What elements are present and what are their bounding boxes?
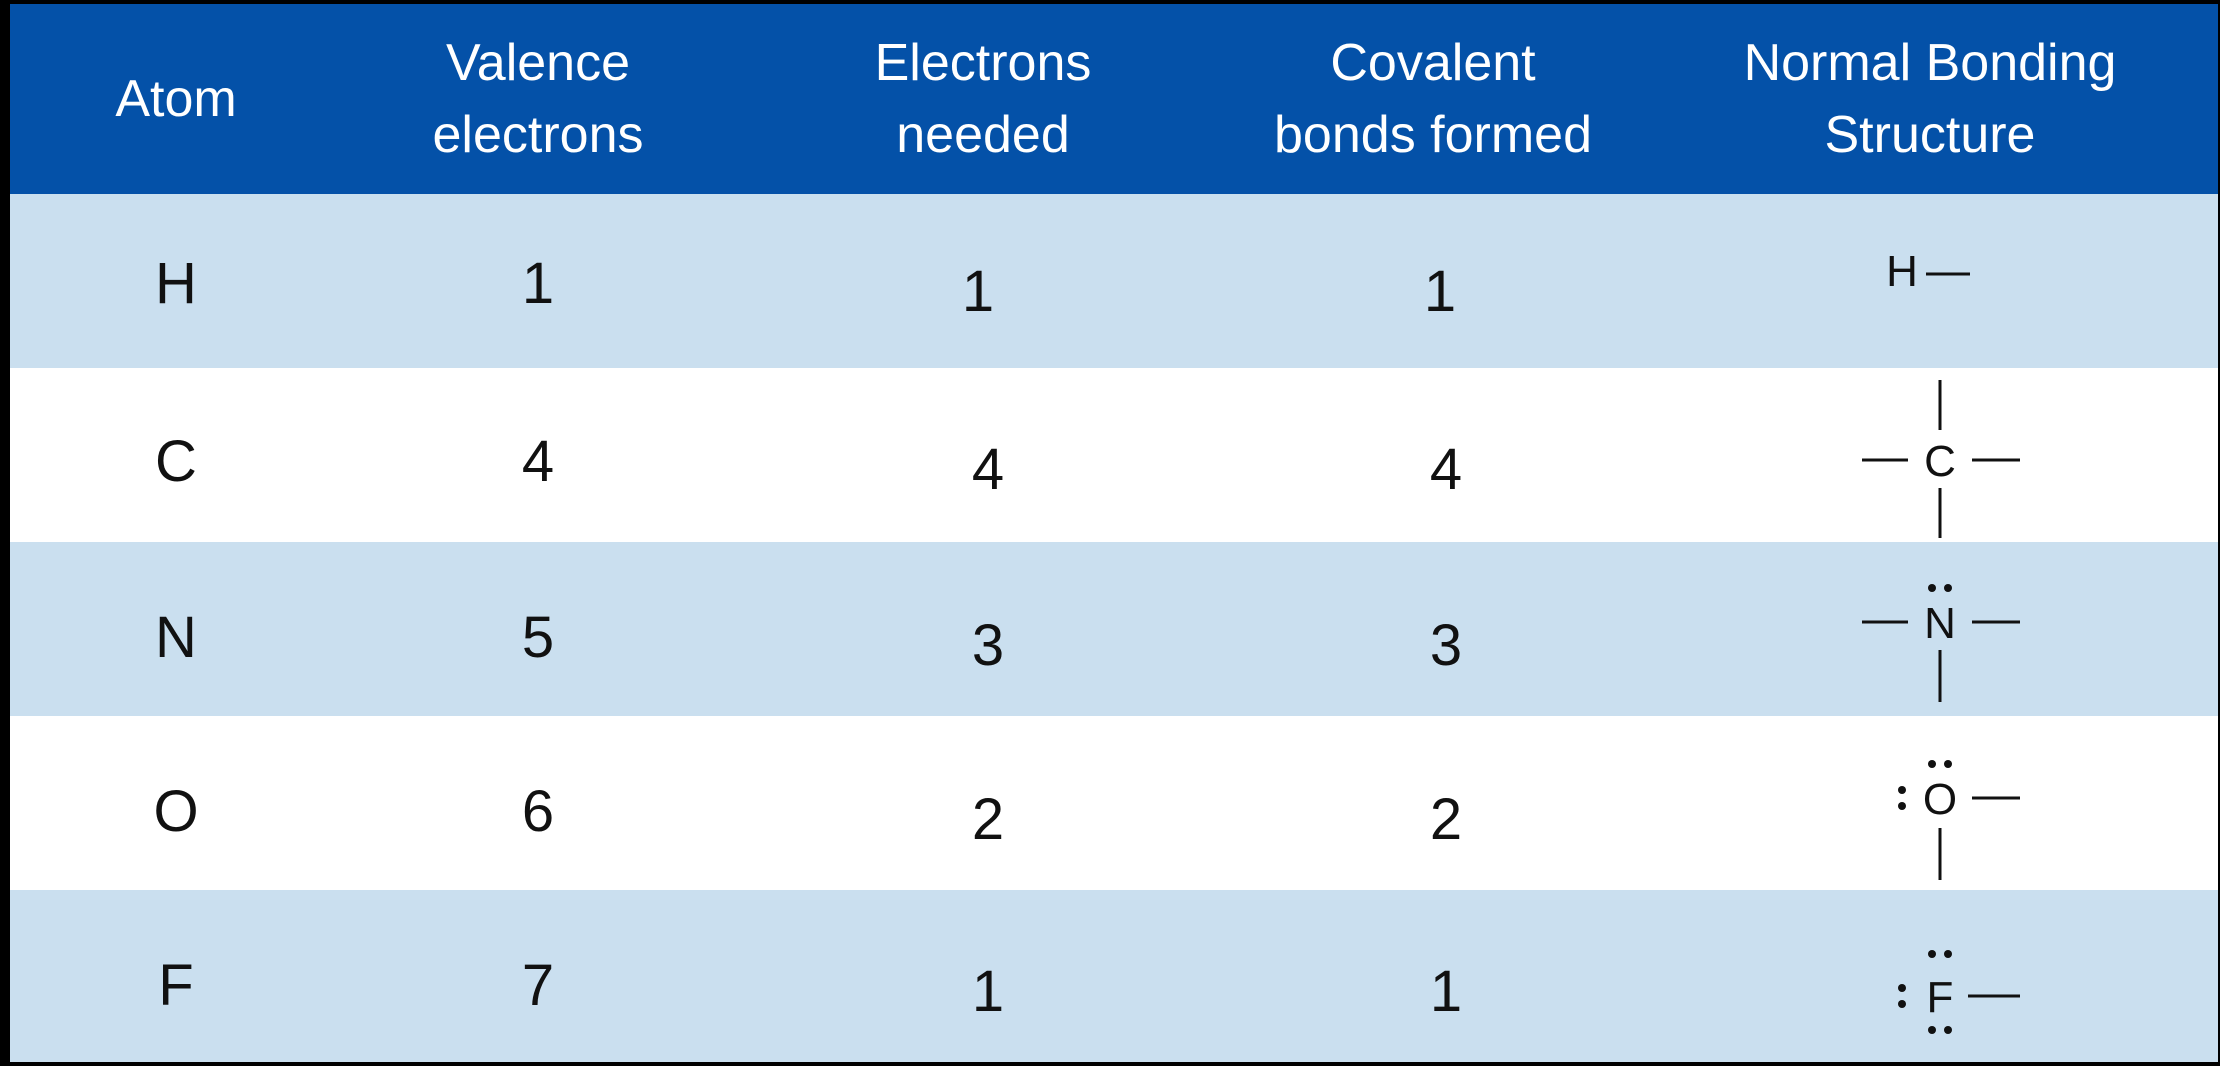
structure-n-symbol: N	[1924, 599, 1956, 648]
structure-c-symbol: C	[1924, 437, 1956, 486]
lone-pair-dot	[1928, 1026, 1936, 1034]
structure-o: O	[1862, 716, 2022, 890]
lone-pair-dot	[1944, 584, 1952, 592]
lone-pair-dot	[1928, 584, 1936, 592]
header-atom-label: Atom	[115, 70, 237, 128]
lone-pair-dot	[1944, 950, 1952, 958]
structure-n: N	[1862, 542, 2022, 716]
cell-atom: F	[158, 953, 194, 1018]
structure-h: H	[1862, 194, 2022, 368]
header-atom: Atom	[115, 4, 236, 194]
structure-o-symbol: O	[1923, 775, 1957, 824]
header-bonding-structure: Normal Bonding Structure	[1744, 4, 2117, 194]
lone-pair-dot	[1928, 760, 1936, 768]
table-row-n: N 5 3 3 N	[10, 542, 2218, 716]
table-row-c: C 4 4 4 C	[10, 368, 2218, 542]
structure-h-symbol: H	[1886, 247, 1918, 296]
lone-pair-dot	[1928, 950, 1936, 958]
cell-electrons-needed: 1	[971, 959, 1005, 1024]
header-valence-line1: Valence	[445, 34, 631, 92]
header-electrons-needed: Electrons needed	[875, 4, 1092, 194]
cell-covalent-bonds: 1	[1429, 959, 1463, 1024]
lone-pair-dot	[1898, 786, 1906, 794]
cell-valence-electrons: 7	[521, 953, 555, 1018]
structure-f: F	[1862, 890, 2022, 1064]
cell-electrons-needed: 3	[971, 613, 1005, 678]
cell-valence-electrons: 1	[521, 251, 555, 316]
cell-valence-electrons: 6	[521, 779, 555, 844]
header-structure-line2: Structure	[1824, 106, 2036, 164]
table-header: Atom Valence electrons Electrons needed …	[10, 4, 2218, 194]
header-covalent-line2: bonds formed	[1274, 106, 1592, 164]
cell-electrons-needed: 2	[971, 787, 1005, 852]
structure-c: C	[1862, 368, 2022, 542]
cell-electrons-needed: 4	[971, 437, 1005, 502]
table-row-f: F 7 1 1 F	[10, 890, 2218, 1062]
header-structure-line1: Normal Bonding	[1743, 34, 2117, 92]
header-needed-line1: Electrons	[874, 34, 1092, 92]
cell-covalent-bonds: 3	[1429, 613, 1463, 678]
table-row-h: H 1 1 1 H	[10, 194, 2218, 368]
lone-pair-dot	[1898, 802, 1906, 810]
header-needed-line2: needed	[896, 106, 1070, 164]
cell-electrons-needed: 1	[961, 259, 995, 324]
lone-pair-dot	[1944, 1026, 1952, 1034]
cell-atom: C	[155, 429, 197, 494]
cell-valence-electrons: 4	[521, 429, 555, 494]
header-covalent-line1: Covalent	[1330, 34, 1536, 92]
lone-pair-dot	[1944, 760, 1952, 768]
cell-atom: H	[155, 251, 197, 316]
cell-covalent-bonds: 1	[1423, 259, 1457, 324]
header-valence-line2: electrons	[432, 106, 644, 164]
cell-atom: N	[155, 605, 197, 670]
cell-atom: O	[153, 779, 199, 844]
header-covalent-bonds: Covalent bonds formed	[1274, 4, 1592, 194]
header-valence-electrons: Valence electrons	[433, 4, 644, 194]
cell-covalent-bonds: 4	[1429, 437, 1463, 502]
structure-f-symbol: F	[1927, 973, 1954, 1022]
cell-valence-electrons: 5	[521, 605, 555, 670]
lone-pair-dot	[1898, 984, 1906, 992]
table-row-o: O 6 2 2 O	[10, 716, 2218, 890]
lone-pair-dot	[1898, 1000, 1906, 1008]
cell-covalent-bonds: 2	[1429, 787, 1463, 852]
bonding-table: Atom Valence electrons Electrons needed …	[10, 4, 2218, 1062]
